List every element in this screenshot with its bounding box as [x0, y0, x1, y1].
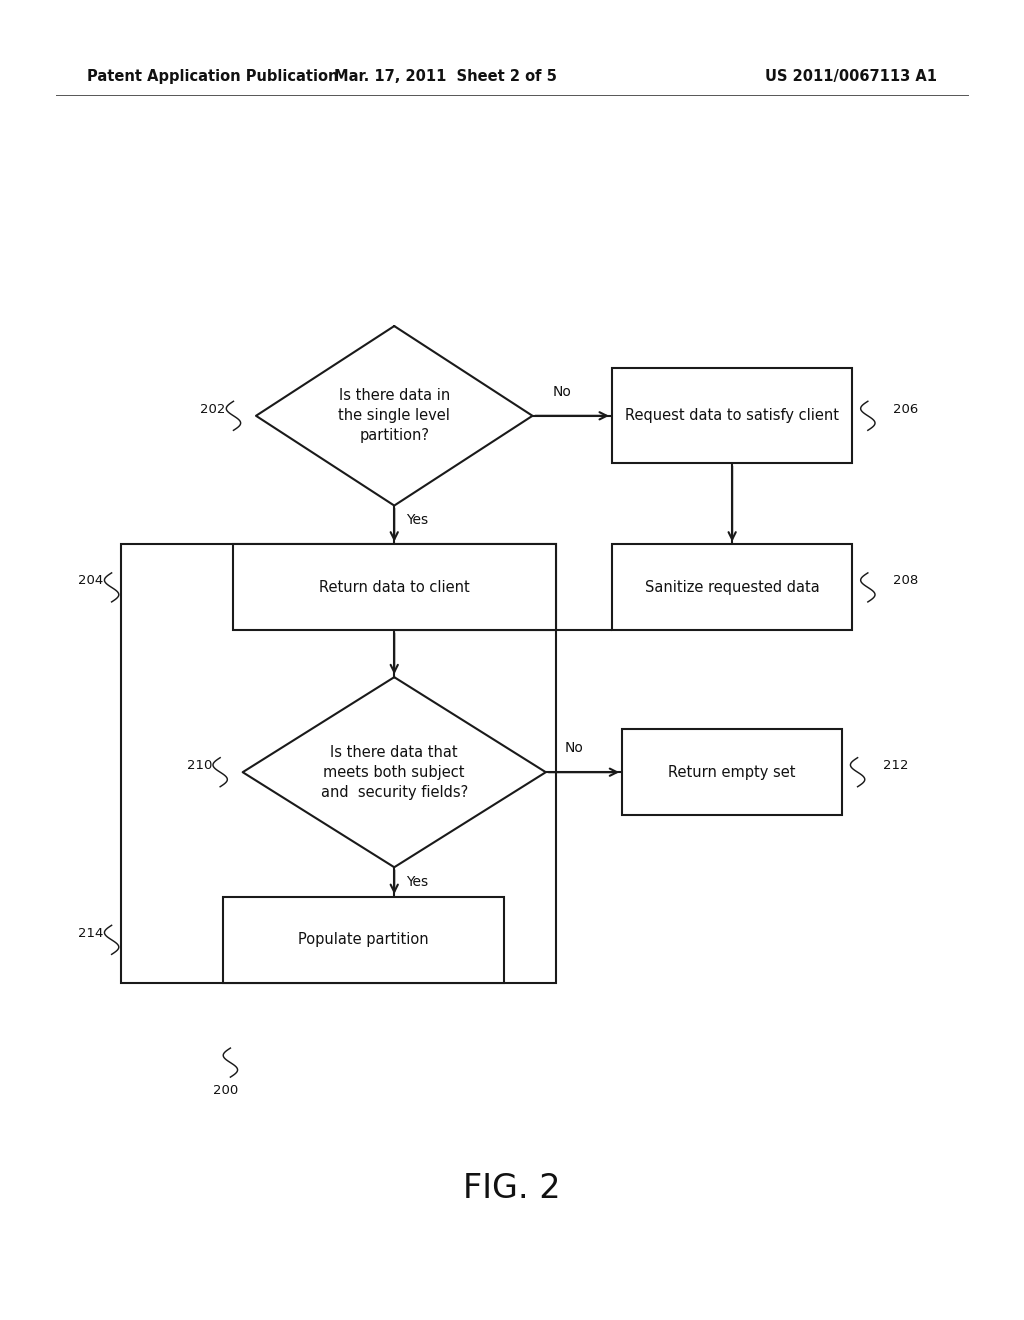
Text: 206: 206	[893, 403, 919, 416]
Text: No: No	[553, 384, 571, 399]
Text: No: No	[564, 741, 583, 755]
Text: Is there data in
the single level
partition?: Is there data in the single level partit…	[338, 388, 451, 444]
Text: Return data to client: Return data to client	[318, 579, 470, 595]
Bar	[222, 898, 504, 982]
Text: Mar. 17, 2011  Sheet 2 of 5: Mar. 17, 2011 Sheet 2 of 5	[334, 69, 557, 84]
Bar	[611, 544, 852, 630]
Text: Yes: Yes	[407, 875, 429, 890]
Text: 202: 202	[200, 403, 225, 416]
Bar	[611, 368, 852, 463]
Text: Yes: Yes	[407, 513, 429, 528]
Text: FIG. 2: FIG. 2	[463, 1172, 561, 1204]
Text: 200: 200	[213, 1084, 238, 1097]
Text: 212: 212	[883, 759, 908, 772]
Text: US 2011/0067113 A1: US 2011/0067113 A1	[765, 69, 937, 84]
Text: Return empty set: Return empty set	[669, 764, 796, 780]
Text: Populate partition: Populate partition	[298, 932, 429, 948]
Text: Patent Application Publication: Patent Application Publication	[87, 69, 339, 84]
Bar	[121, 544, 555, 982]
Text: 208: 208	[893, 574, 919, 587]
Text: Is there data that
meets both subject
and  security fields?: Is there data that meets both subject an…	[321, 744, 468, 800]
Text: 204: 204	[78, 574, 103, 587]
Text: Sanitize requested data: Sanitize requested data	[645, 579, 819, 595]
Text: 214: 214	[78, 927, 103, 940]
Bar	[233, 544, 555, 630]
Text: Request data to satisfy client: Request data to satisfy client	[626, 408, 839, 424]
Bar	[622, 729, 842, 816]
Text: 210: 210	[186, 759, 212, 772]
